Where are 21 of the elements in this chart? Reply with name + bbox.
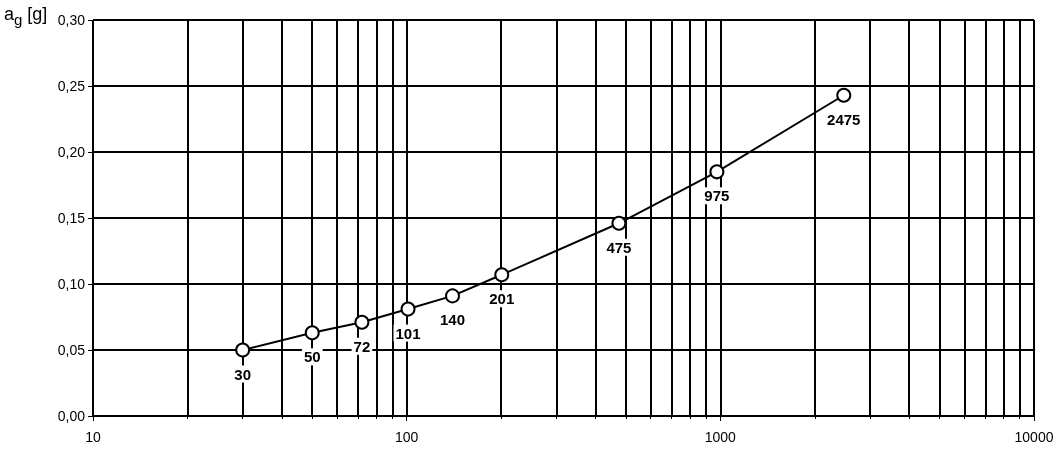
y-tick-label: 0,25 [57,78,86,94]
annotation: 30 [234,365,251,383]
annotation: 475 [606,238,632,256]
annotation: 101 [395,324,421,342]
y-axis-title: a$_{g}$ [g] [4,4,48,28]
x-tick-label: 100 [394,429,419,445]
annotation: 72 [353,337,371,355]
annotation: 2475 [827,110,861,128]
y-tick-label: 0,00 [57,408,86,424]
x-tick-label: 1000 [704,429,737,445]
y-tick-label: 0,15 [57,210,86,226]
annotation: 975 [704,187,730,205]
y-tick-label: 0,20 [57,144,86,160]
annotation: 201 [489,290,515,308]
annotation: 50 [303,348,321,366]
x-tick-label: 10000 [1014,429,1054,445]
annotation: 140 [439,311,466,329]
x-tick-label: 10 [85,429,101,445]
y-tick-label: 0,05 [57,342,86,358]
y-tick-label: 0,10 [57,276,86,292]
y-tick-label: 0,30 [57,12,86,28]
